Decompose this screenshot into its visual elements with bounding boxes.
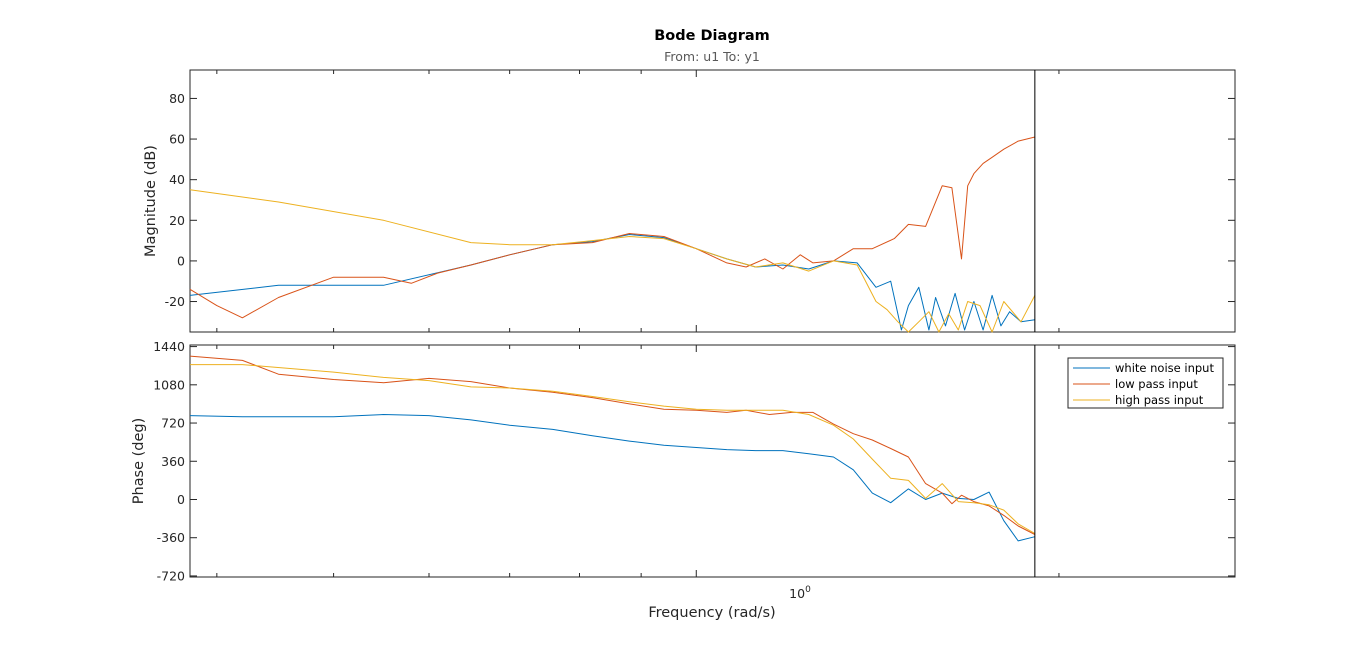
phase-panel: -720 -360 0 360 720 1080 1440 Phase (deg) bbox=[131, 339, 1236, 583]
x-tick-label-exp: 0 bbox=[805, 585, 811, 595]
legend: white noise input low pass input high pa… bbox=[1067, 357, 1224, 409]
magnitude-line-high-pass-input bbox=[189, 189, 1036, 333]
magnitude-y-tick-label: 40 bbox=[169, 172, 185, 187]
chart-title: Bode Diagram bbox=[654, 28, 770, 44]
phase-y-tick-label: 1440 bbox=[153, 339, 185, 354]
phase-y-tick-label: 0 bbox=[177, 492, 185, 507]
phase-y-tick-label: 360 bbox=[161, 454, 185, 469]
x-tick-label-1: 100 bbox=[789, 585, 811, 601]
phase-y-ticks: -720 -360 0 360 720 1080 1440 bbox=[153, 339, 1235, 583]
magnitude-panel: -20 0 20 40 60 80 Magnitude (dB) bbox=[143, 69, 1236, 333]
phase-y-tick-label: -720 bbox=[157, 568, 185, 583]
x-tick-label-base: 10 bbox=[789, 586, 805, 601]
x-axis-label: Frequency (rad/s) bbox=[648, 605, 775, 621]
magnitude-line-low-pass-input bbox=[189, 136, 1036, 319]
magnitude-lines bbox=[189, 70, 1036, 333]
phase-x-ticks bbox=[216, 345, 1060, 577]
magnitude-x-ticks bbox=[216, 70, 1060, 332]
chart-subtitle: From: u1 To: y1 bbox=[664, 49, 760, 64]
legend-label-high-pass: high pass input bbox=[1115, 393, 1204, 407]
phase-axes-box bbox=[189, 344, 1236, 578]
magnitude-y-tick-label: 80 bbox=[169, 91, 185, 106]
legend-label-low-pass: low pass input bbox=[1115, 377, 1198, 391]
magnitude-y-tick-label: 0 bbox=[177, 253, 185, 268]
phase-line-high-pass-input bbox=[190, 364, 1036, 534]
magnitude-axes-box bbox=[189, 69, 1236, 333]
phase-y-tick-label: 720 bbox=[161, 416, 185, 431]
phase-y-label: Phase (deg) bbox=[131, 418, 147, 505]
phase-y-tick-label: -360 bbox=[157, 530, 185, 545]
phase-y-tick-label: 1080 bbox=[153, 377, 185, 392]
legend-label-white-noise: white noise input bbox=[1115, 361, 1214, 375]
phase-line-low-pass-input bbox=[189, 355, 1036, 535]
magnitude-y-ticks: -20 0 20 40 60 80 bbox=[165, 91, 1235, 309]
phase-line-white-noise-input bbox=[189, 414, 1036, 542]
magnitude-y-tick-label: -20 bbox=[165, 294, 185, 309]
magnitude-y-tick-label: 20 bbox=[169, 213, 185, 228]
magnitude-y-tick-label: 60 bbox=[169, 132, 185, 147]
magnitude-y-label: Magnitude (dB) bbox=[143, 145, 159, 257]
phase-lines bbox=[189, 345, 1036, 577]
